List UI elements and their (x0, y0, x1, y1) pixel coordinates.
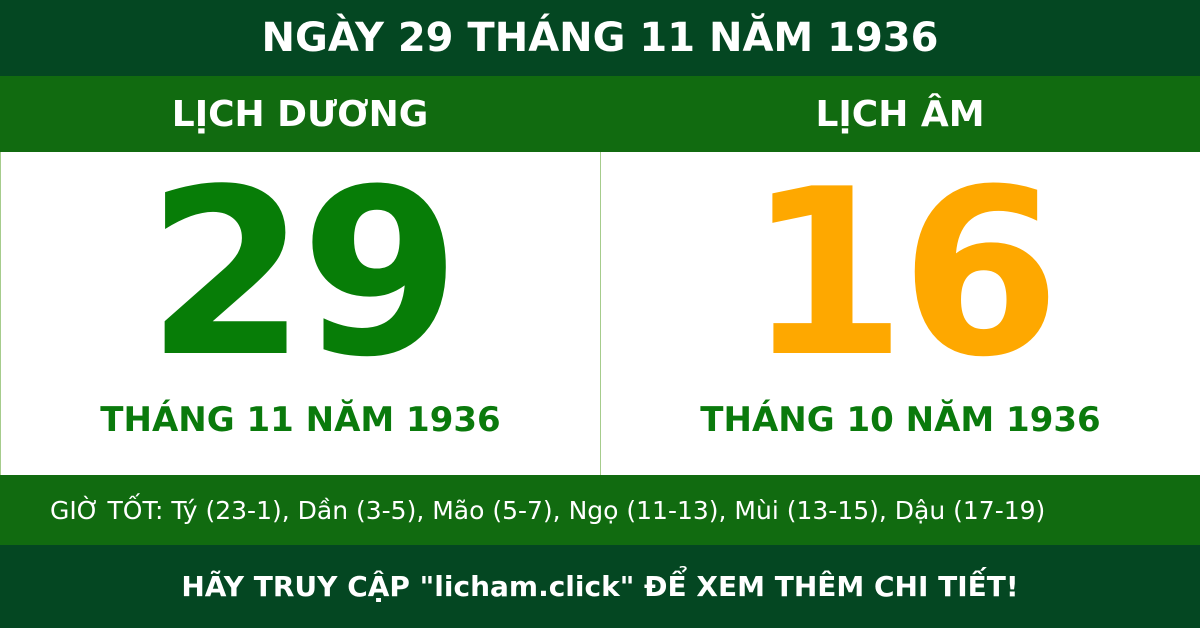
lunar-panel: 16 THÁNG 10 NĂM 1936 (601, 152, 1200, 475)
solar-month-year: THÁNG 11 NĂM 1936 (100, 400, 501, 440)
footer-cta: HÃY TRUY CẬP "licham.click" ĐỂ XEM THÊM … (0, 545, 1200, 628)
solar-day: 29 (146, 141, 460, 408)
lunar-heading: LỊCH ÂM (815, 93, 985, 135)
good-hours: GIỜ TỐT: Tý (23-1), Dần (3-5), Mão (5-7)… (0, 475, 1200, 545)
calendar-headings: LỊCH DƯƠNG LỊCH ÂM (0, 76, 1200, 152)
solar-panel: 29 THÁNG 11 NĂM 1936 (0, 152, 601, 475)
page-title: NGÀY 29 THÁNG 11 NĂM 1936 (0, 0, 1200, 76)
lunar-day: 16 (746, 141, 1060, 408)
lunar-month-year: THÁNG 10 NĂM 1936 (700, 400, 1101, 440)
calendar-body: 29 THÁNG 11 NĂM 1936 16 THÁNG 10 NĂM 193… (0, 152, 1200, 475)
solar-heading: LỊCH DƯƠNG (171, 93, 429, 135)
